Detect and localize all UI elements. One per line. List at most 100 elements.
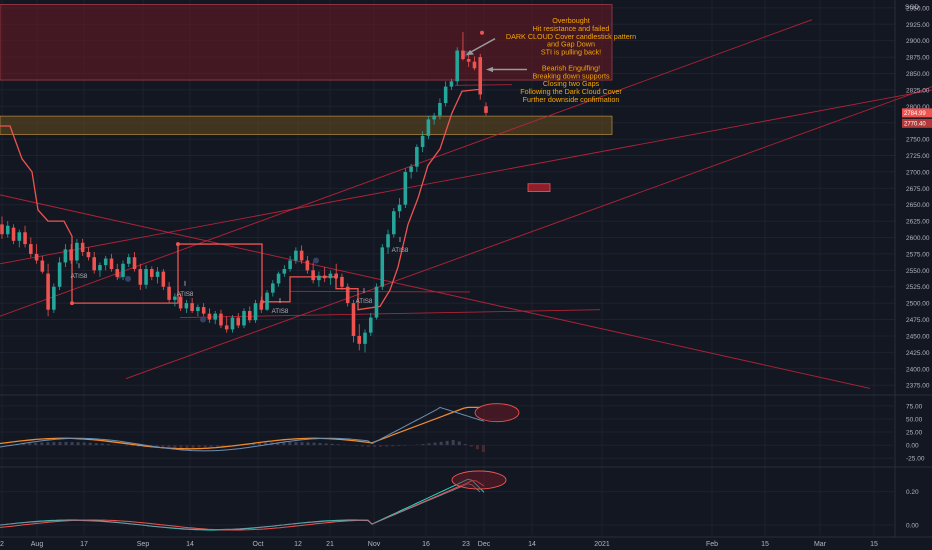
candle-body — [322, 275, 327, 279]
y-tick-label: 2400.00 — [906, 366, 930, 373]
histogram-bar — [294, 442, 298, 446]
candle-body — [392, 211, 396, 235]
zones — [0, 4, 613, 192]
candle-body — [98, 265, 102, 271]
annotation-line: Further downside confirmation — [523, 95, 620, 104]
histogram-bar — [58, 441, 62, 446]
candle-body — [253, 303, 258, 321]
histogram-bar — [457, 441, 461, 446]
trend-line — [289, 290, 471, 293]
x-tick-label: Mar — [814, 541, 827, 548]
candle-body — [374, 286, 379, 318]
candle-body — [478, 57, 483, 95]
indicator1-tick-label: 0.00 — [906, 443, 919, 450]
histogram-bar — [34, 442, 38, 446]
candle-body — [484, 106, 488, 113]
histogram-bar — [28, 443, 32, 446]
candle-body — [52, 286, 56, 310]
grid — [0, 0, 932, 538]
x-tick-label: 12 — [294, 541, 302, 548]
candle-body — [357, 335, 362, 344]
candle-body — [126, 257, 131, 264]
candle-body — [397, 204, 402, 212]
candle-body — [161, 271, 166, 287]
candle-body — [178, 296, 183, 309]
macd-line-blue — [0, 406, 485, 452]
histogram-bar — [421, 444, 425, 446]
candle-body — [271, 283, 275, 293]
y-tick-label: 2650.00 — [906, 202, 930, 209]
histogram-bar — [70, 442, 74, 446]
annotation-line: Bearish Engulfing! — [542, 63, 600, 72]
last-price-value: 2784.99 — [904, 111, 926, 117]
histogram-bar — [276, 442, 280, 446]
histogram-bar — [88, 442, 92, 446]
histogram-bar — [82, 442, 86, 446]
histogram-bar — [469, 445, 473, 447]
candle-body — [334, 273, 338, 277]
histogram-bar — [475, 445, 479, 450]
histogram-bar — [40, 442, 44, 446]
currency-label: SGD — [905, 4, 919, 11]
candle-body — [167, 286, 171, 300]
candle-body — [219, 313, 223, 326]
stop-dot — [176, 242, 180, 247]
histogram-bar — [191, 445, 195, 448]
histogram-bar — [106, 444, 110, 446]
x-tick-label: 15 — [761, 541, 769, 548]
candle-body — [57, 262, 62, 287]
histogram-bar — [258, 443, 262, 446]
candle-body — [92, 257, 96, 271]
y-tick-label: 2550.00 — [906, 268, 930, 275]
y-tick-label: 2925.00 — [906, 22, 930, 29]
y-tick-label: 2450.00 — [906, 333, 930, 340]
histogram-bar — [179, 445, 183, 449]
annotation-line: Following the Dark Cloud Cover — [520, 87, 622, 96]
histogram-bar — [312, 442, 316, 446]
candle-body — [5, 225, 10, 235]
candle-body — [403, 171, 408, 205]
annotation-line: Breaking down supports — [532, 71, 610, 80]
indicator-line-cyan — [0, 478, 485, 531]
histogram-bar — [209, 445, 213, 447]
candle-body — [415, 146, 419, 167]
histogram-bar — [215, 445, 219, 447]
annotation-line: Hit resistance and failed — [533, 24, 610, 33]
candle-body — [363, 332, 367, 344]
candle-body — [345, 286, 350, 304]
histogram-bar — [481, 445, 485, 452]
histogram-bar — [100, 443, 104, 446]
histogram-bar — [391, 445, 395, 447]
y-tick-label: 2575.00 — [906, 251, 930, 258]
stop-dot — [70, 301, 74, 306]
histogram-bar — [282, 442, 286, 446]
candle-body — [201, 307, 206, 314]
histogram-bar — [46, 442, 50, 446]
y-tick-label: 2825.00 — [906, 87, 930, 94]
time-axis: 2 Aug 17 Sep 14 Oct 12 21 Nov 16 23 Dec 14 2021 Feb 15 M… — [0, 541, 878, 548]
candle-body — [265, 292, 269, 310]
candle-body — [190, 303, 194, 312]
annotation-line: DARK CLOUD Cover candlestick pattern — [506, 32, 636, 41]
arrow-line — [469, 38, 496, 54]
candle-body — [242, 311, 246, 326]
candle-body — [173, 296, 177, 300]
candle-body — [109, 258, 114, 270]
candle-body — [305, 260, 310, 271]
y-tick-label: 2950.00 — [906, 5, 930, 12]
indicator2-tick-label: 0.00 — [906, 523, 919, 530]
atis8-label: ATIS8 — [272, 308, 289, 315]
atis8-label: ATIS8 — [71, 273, 88, 280]
y-tick-label: 2425.00 — [906, 350, 930, 357]
atis8-label: ATIS8 — [392, 247, 409, 254]
x-tick-label: 23 — [462, 541, 470, 548]
candle-body — [288, 260, 292, 270]
histogram-bar — [264, 442, 268, 446]
histogram-bar — [373, 445, 377, 447]
candle-body — [40, 260, 45, 272]
indicator1-tick-label: 50.00 — [906, 416, 923, 423]
trend-line — [454, 84, 513, 86]
indicator1-tick-label: 75.00 — [906, 403, 923, 410]
histogram-bar — [379, 445, 383, 447]
